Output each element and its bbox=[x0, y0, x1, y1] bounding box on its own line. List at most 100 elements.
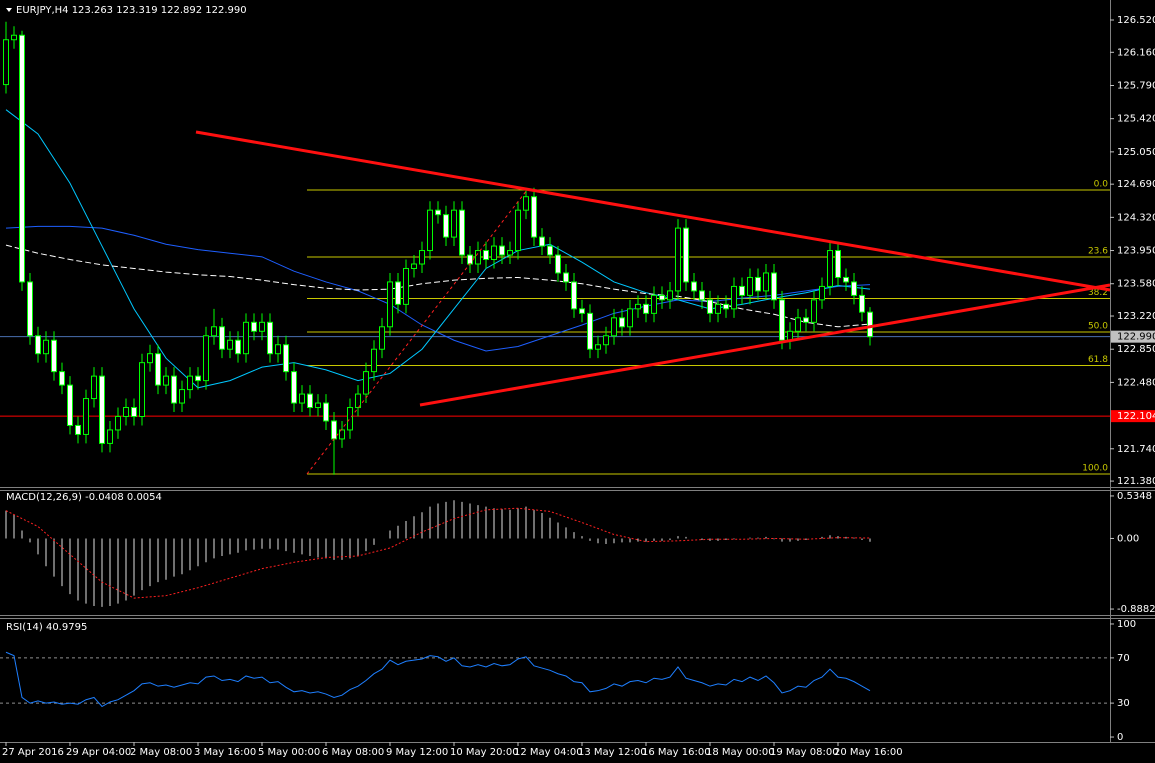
macd-signal bbox=[5, 507, 871, 599]
y-tick-label: 125.420 bbox=[1117, 114, 1155, 125]
y-tick-label: 30 bbox=[1117, 698, 1130, 709]
candle-body bbox=[19, 34, 25, 283]
candle-body bbox=[683, 227, 689, 283]
candle-body bbox=[275, 344, 281, 355]
candle-body bbox=[747, 276, 753, 296]
candle-body bbox=[763, 272, 769, 292]
y-tick-label: 126.520 bbox=[1117, 15, 1155, 26]
candle-body bbox=[483, 250, 489, 261]
fib-label: 100.0 bbox=[1082, 463, 1108, 473]
y-tick-label: 125.790 bbox=[1117, 80, 1155, 91]
candle-body bbox=[27, 281, 33, 337]
candle-body bbox=[547, 245, 553, 256]
y-tick-label: 0.5348 bbox=[1117, 491, 1152, 502]
candle-body bbox=[715, 303, 721, 314]
rsi-title: RSI(14) 40.9795 bbox=[6, 622, 87, 633]
candle-body bbox=[827, 250, 833, 287]
candle-body bbox=[691, 281, 697, 292]
y-tick-label: 123.220 bbox=[1117, 311, 1155, 322]
candle-body bbox=[91, 375, 97, 400]
candle-body bbox=[811, 299, 817, 323]
fib-label: 38.2 bbox=[1088, 288, 1108, 298]
y-tick-label: 123.950 bbox=[1117, 246, 1155, 257]
x-tick-label: 29 Apr 04:00 bbox=[66, 747, 131, 758]
x-tick-label: 27 Apr 2016 bbox=[2, 747, 64, 758]
candle-body bbox=[11, 34, 17, 41]
candle-body bbox=[235, 339, 241, 355]
candle-body bbox=[403, 267, 409, 305]
candle-body bbox=[179, 389, 185, 404]
candle-body bbox=[739, 285, 745, 296]
candle-body bbox=[203, 335, 209, 382]
x-tick-label: 3 May 16:00 bbox=[194, 747, 256, 758]
x-tick-label: 16 May 16:00 bbox=[642, 747, 711, 758]
x-tick-label: 20 May 16:00 bbox=[834, 747, 903, 758]
candle-body bbox=[675, 227, 681, 292]
candle-body bbox=[67, 384, 73, 426]
candle-body bbox=[227, 339, 233, 350]
x-tick-label: 2 May 08:00 bbox=[130, 747, 192, 758]
candle-body bbox=[579, 308, 585, 314]
chart-title: EURJPY,H4 123.263 123.319 122.892 122.99… bbox=[16, 5, 247, 16]
candle-body bbox=[243, 321, 249, 355]
candle-body bbox=[835, 250, 841, 278]
candle-body bbox=[315, 402, 321, 409]
candle-body bbox=[427, 209, 433, 252]
candle-body bbox=[459, 209, 465, 256]
candle-body bbox=[347, 407, 353, 431]
candle-body bbox=[515, 209, 521, 252]
candle-body bbox=[43, 339, 49, 355]
candle-body bbox=[619, 317, 625, 328]
candle-body bbox=[171, 375, 177, 404]
trendline-lower bbox=[419, 283, 1111, 407]
fib-label: 50.0 bbox=[1088, 321, 1108, 331]
candle-body bbox=[115, 415, 121, 431]
main-panel: 126.520 126.160 125.790 125.420 125.050 124.6… bbox=[0, 15, 1155, 758]
candle-body bbox=[523, 196, 529, 211]
candle-body bbox=[411, 263, 417, 269]
candle-body bbox=[251, 321, 257, 332]
candle-body bbox=[467, 254, 473, 265]
candle-body bbox=[779, 299, 785, 341]
candle-body bbox=[803, 317, 809, 323]
candle-body bbox=[819, 285, 825, 301]
x-tick-label: 18 May 00:00 bbox=[706, 747, 775, 758]
candle-body bbox=[499, 245, 505, 256]
x-tick-label: 10 May 20:00 bbox=[450, 747, 519, 758]
candle-body bbox=[51, 339, 57, 373]
price-marker bbox=[1111, 330, 1155, 343]
candle-body bbox=[187, 375, 193, 391]
candle-body bbox=[259, 321, 265, 332]
candle-body bbox=[475, 250, 481, 265]
y-tick-label: -0.8882 bbox=[1117, 604, 1155, 615]
candle-body bbox=[731, 285, 737, 310]
menu-arrow[interactable] bbox=[6, 8, 12, 12]
candle-body bbox=[795, 317, 801, 332]
candle-body bbox=[83, 398, 89, 435]
fib-label: 23.6 bbox=[1088, 247, 1108, 257]
candle-body bbox=[35, 335, 41, 355]
candle-body bbox=[267, 321, 273, 355]
candle-body bbox=[643, 303, 649, 314]
candle-body bbox=[491, 245, 497, 261]
x-tick-label: 13 May 12:00 bbox=[578, 747, 647, 758]
moving-average bbox=[5, 244, 871, 328]
price-marker bbox=[1111, 410, 1155, 423]
candle-body bbox=[219, 326, 225, 350]
candle-body bbox=[531, 196, 537, 238]
x-tick-label: 6 May 08:00 bbox=[322, 747, 384, 758]
candle-body bbox=[3, 39, 9, 86]
overlay: 122.990 122.104 bbox=[1111, 330, 1155, 423]
y-tick-label: 122.480 bbox=[1117, 377, 1155, 388]
candle-body bbox=[395, 281, 401, 305]
rsi-line bbox=[5, 651, 871, 708]
candle-body bbox=[627, 308, 633, 328]
price-marker-label: 122.104 bbox=[1117, 411, 1155, 422]
y-tick-label: 122.850 bbox=[1117, 344, 1155, 355]
candle-body bbox=[307, 393, 313, 409]
candle-body bbox=[699, 290, 705, 301]
price-marker-label: 122.990 bbox=[1117, 332, 1155, 343]
y-tick-label: 121.740 bbox=[1117, 444, 1155, 455]
